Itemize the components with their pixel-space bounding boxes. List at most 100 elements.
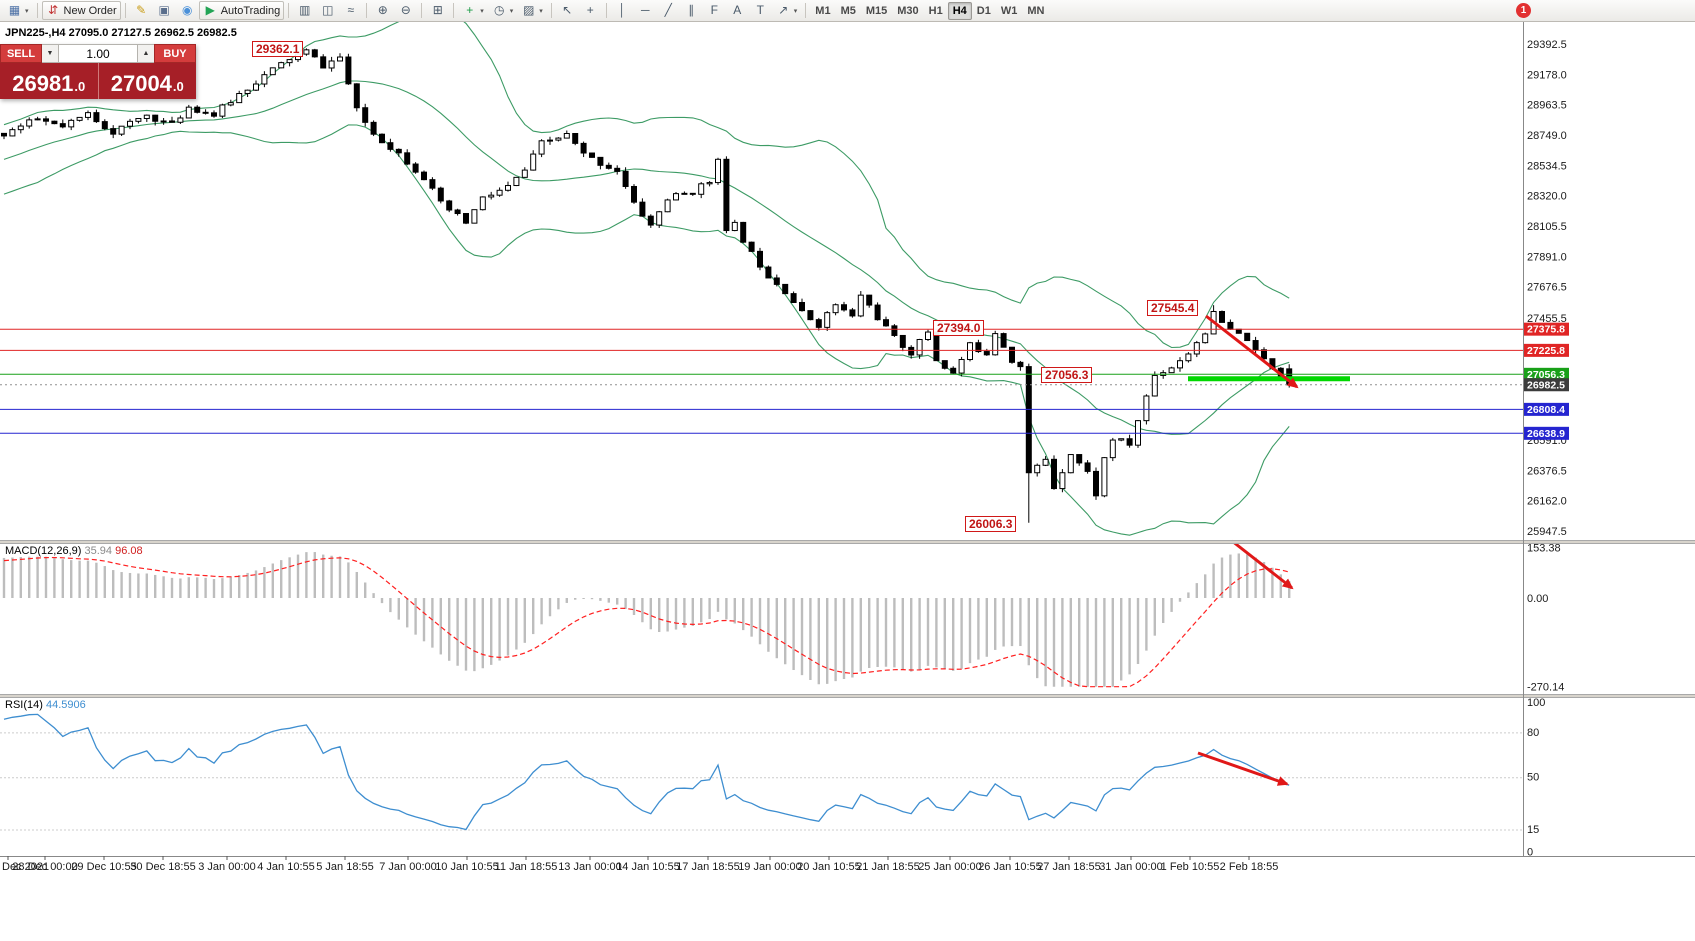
timeframe-d1-button[interactable]: D1 xyxy=(972,2,996,20)
chevron-down-icon: ▾ xyxy=(480,7,484,15)
volume-input[interactable]: 1.00 xyxy=(58,44,138,63)
level-price-box xyxy=(1524,343,1569,357)
autotrading-icon: ▶ xyxy=(205,3,215,17)
time-tick-label: 17 Jan 18:55 xyxy=(676,861,740,873)
toolbar-separator xyxy=(366,3,368,18)
about-icon: ◉ xyxy=(181,3,193,17)
timeframe-m15-button[interactable]: M15 xyxy=(861,2,892,20)
rsi-tick: 15 xyxy=(1527,824,1539,836)
price-axis[interactable]: 29392.5 29178.0 28963.5 28749.0 28534.5 28320… xyxy=(1523,22,1570,858)
text-icon: A xyxy=(733,3,742,17)
tile-windows-icon: ⊞ xyxy=(432,3,443,17)
time-tick-label: 26 Jan 10:55 xyxy=(978,861,1042,873)
time-tick-label: 31 Jan 00:00 xyxy=(1099,861,1163,873)
bar-chart-button[interactable]: ▥ xyxy=(293,1,316,20)
fibonacci-retracement-button[interactable]: F xyxy=(703,1,726,20)
rsi-tick: 0 xyxy=(1527,846,1533,858)
time-tick-label: 27 Jan 18:55 xyxy=(1037,861,1101,873)
equidistant-channel-icon: ∥ xyxy=(688,3,695,17)
volume-decrease-button[interactable]: ▼ xyxy=(42,44,58,63)
line-chart-icon: ≈ xyxy=(347,3,355,17)
price-label-annotation[interactable]: 27056.3 xyxy=(1041,367,1093,383)
timeframe-m1-button[interactable]: M1 xyxy=(810,2,835,20)
rsi-value: 44.5906 xyxy=(45,699,86,711)
volume-increase-button[interactable]: ▲ xyxy=(138,44,154,63)
price-label-annotation[interactable]: 27394.0 xyxy=(933,320,985,336)
timeframe-m30-button[interactable]: M30 xyxy=(892,2,923,20)
price-tick: 28749.0 xyxy=(1527,130,1567,142)
arrows-button[interactable]: ↗ ▾ xyxy=(772,1,802,20)
autotrading-button[interactable]: ▶ AutoTrading xyxy=(198,1,285,20)
candles-layer xyxy=(1,48,1293,523)
about-button[interactable]: ◉ xyxy=(176,1,199,20)
periods-button[interactable]: ◷ ▾ xyxy=(488,1,518,20)
timeframe-h4-button[interactable]: H4 xyxy=(947,1,972,20)
crosshair-button[interactable]: + xyxy=(579,1,602,20)
timeframe-w1-button[interactable]: W1 xyxy=(996,2,1023,20)
sell-button[interactable]: SELL xyxy=(0,44,42,63)
arrows-icon: ↗ xyxy=(778,3,789,17)
text-label-button[interactable]: T xyxy=(749,1,772,20)
new-order-button[interactable]: ⇵ New Order xyxy=(41,1,121,20)
horizontal-levels[interactable] xyxy=(0,328,1523,434)
macd-tick: -270.14 xyxy=(1527,682,1564,694)
timeframe-h1-button[interactable]: H1 xyxy=(924,2,948,20)
cursor-button[interactable]: ↖ xyxy=(556,1,579,20)
time-tick-label: 3 Jan 00:00 xyxy=(198,861,256,873)
time-tick-label: 28 Dec 00:00 xyxy=(12,861,77,873)
level-price-box xyxy=(1524,402,1569,416)
separator-main-macd[interactable] xyxy=(0,540,1695,544)
line-chart-button[interactable]: ≈ xyxy=(339,1,362,20)
print-button[interactable]: ▣ xyxy=(153,1,176,20)
time-tick-label: Dec 2021 xyxy=(2,861,49,873)
text-button[interactable]: A xyxy=(726,1,749,20)
toolbar-separator xyxy=(36,3,38,18)
price-label-annotation[interactable]: 29362.1 xyxy=(252,41,304,57)
timeframe-mn-button[interactable]: MN xyxy=(1022,2,1049,20)
price-tick: 26376.5 xyxy=(1527,465,1567,477)
price-tick: 29392.5 xyxy=(1527,39,1567,51)
trend-arrows[interactable] xyxy=(1197,314,1299,786)
trend-arrow xyxy=(1231,539,1294,590)
price-tick: 28105.5 xyxy=(1527,221,1567,233)
bollinger-bands xyxy=(3,22,1290,536)
sell-price-frac: .0 xyxy=(74,79,86,95)
price-label-annotation[interactable]: 26006.3 xyxy=(965,516,1017,532)
separator-macd-rsi[interactable] xyxy=(0,694,1695,698)
horizontal-line-button[interactable]: ─ xyxy=(634,1,657,20)
price-label-annotation[interactable]: 27545.4 xyxy=(1147,300,1199,316)
tile-windows-button[interactable]: ⊞ xyxy=(426,1,449,20)
rsi-tick: 100 xyxy=(1527,697,1545,709)
periods-icon: ◷ xyxy=(494,3,505,17)
price-tick: 28320.0 xyxy=(1527,191,1567,203)
timeframe-m5-button[interactable]: M5 xyxy=(836,2,861,20)
indicators-icon: + xyxy=(466,3,474,17)
time-tick-label: 25 Jan 00:00 xyxy=(918,861,982,873)
sell-price[interactable]: 26981.0 xyxy=(0,63,98,99)
indicators-button[interactable]: + ▾ xyxy=(458,1,488,20)
buy-button[interactable]: BUY xyxy=(154,44,196,63)
zoom-in-button[interactable]: ⊕ xyxy=(371,1,394,20)
notification-badge[interactable]: 1 xyxy=(1516,3,1531,18)
bar-chart-icon: ▥ xyxy=(299,3,311,17)
equidistant-channel-button[interactable]: ∥ xyxy=(680,1,703,20)
macd-tick: 0.00 xyxy=(1527,593,1548,605)
macd-signal-line xyxy=(3,556,1290,688)
new-chart-button[interactable]: ▦ ▾ xyxy=(3,1,33,20)
buy-price[interactable]: 27004.0 xyxy=(99,63,197,99)
trade-panel-controls: SELL ▼ 1.00 ▲ BUY xyxy=(0,44,196,63)
candlestick-chart-button[interactable]: ◫ xyxy=(316,1,339,20)
trendline-button[interactable]: ╱ xyxy=(657,1,680,20)
time-tick-label: 19 Jan 00:00 xyxy=(738,861,802,873)
metaeditor-button[interactable]: ✎ xyxy=(130,1,153,20)
templates-button[interactable]: ▨ ▾ xyxy=(517,1,547,20)
zoom-out-button[interactable]: ⊖ xyxy=(394,1,417,20)
rsi-panel xyxy=(0,713,1523,831)
rsi-name: RSI(14) xyxy=(5,699,43,711)
price-divider xyxy=(97,63,99,99)
level-price-text: 27056.3 xyxy=(1527,369,1565,381)
vertical-line-button[interactable]: │ xyxy=(611,1,634,20)
horizontal-line-icon: ─ xyxy=(641,3,650,17)
